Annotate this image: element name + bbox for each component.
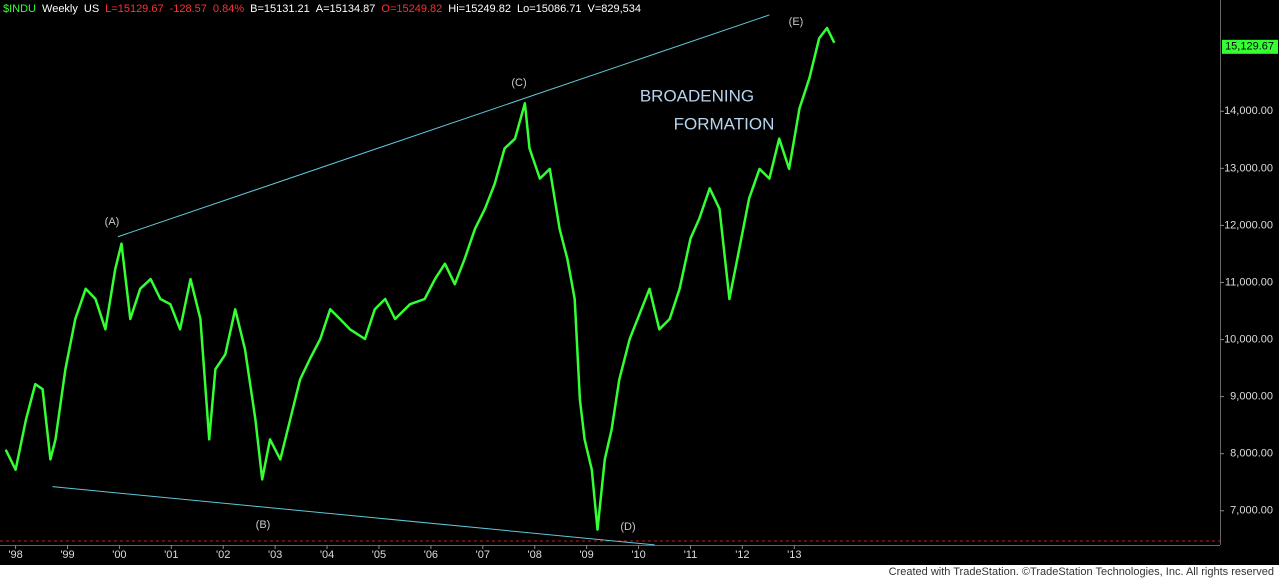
y-tick-label: 10,000.00 [1224, 333, 1273, 345]
x-tick-label: '99 [60, 549, 74, 561]
last-price-box [1222, 39, 1278, 54]
x-tick-label: '13 [787, 549, 801, 561]
header-item: O=15249.82 [381, 3, 442, 15]
pattern-label: FORMATION [674, 114, 775, 133]
x-tick-label: '12 [735, 549, 749, 561]
x-tick-label: '07 [476, 549, 490, 561]
wave-label: (C) [511, 77, 526, 89]
wave-label: (B) [256, 519, 271, 531]
wave-label: (A) [105, 216, 120, 228]
header-item: V=829,534 [588, 3, 642, 15]
x-tick-label: '11 [684, 549, 698, 561]
header-item: A=15134.87 [316, 3, 376, 15]
y-tick-label: 13,000.00 [1224, 162, 1273, 174]
x-tick-label: '10 [631, 549, 645, 561]
x-tick-label: '05 [372, 549, 386, 561]
y-tick-label: 8,000.00 [1230, 448, 1273, 460]
header-item: Hi=15249.82 [448, 3, 511, 15]
x-tick-label: '01 [164, 549, 178, 561]
y-tick-label: 9,000.00 [1230, 391, 1273, 403]
wave-label: (E) [789, 16, 804, 28]
header-item: B=15131.21 [250, 3, 310, 15]
x-tick-label: '00 [112, 549, 126, 561]
y-tick-label: 14,000.00 [1224, 105, 1273, 117]
header-item: 0.84% [213, 3, 244, 15]
footer: Created with TradeStation. ©TradeStation… [889, 566, 1274, 578]
price-line [4, 26, 836, 531]
y-tick-label: 11,000.00 [1225, 276, 1273, 288]
x-tick-label: '03 [268, 549, 282, 561]
x-tick-label: '08 [528, 549, 542, 561]
y-tick-label: 7,000.00 [1230, 505, 1273, 517]
y-tick-label: 12,000.00 [1224, 219, 1273, 231]
x-tick-label: '98 [8, 549, 22, 561]
x-tick-label: '02 [216, 549, 230, 561]
trendline [117, 14, 770, 238]
last-price-label: 15,129.67 [1225, 41, 1274, 53]
x-tick-label: '04 [320, 549, 334, 561]
header-item: US [84, 3, 99, 15]
background [0, 0, 1279, 565]
header-item: $INDU [3, 3, 36, 15]
pattern-label: BROADENING [640, 86, 754, 105]
header-item: L=15129.67 [105, 3, 163, 15]
footer-bar [0, 565, 1279, 578]
trendline [52, 486, 655, 546]
wave-label: (D) [620, 521, 635, 533]
header-item: -128.57 [170, 3, 207, 15]
x-tick-label: '06 [424, 549, 438, 561]
x-tick-label: '09 [579, 549, 593, 561]
header-item: Lo=15086.71 [517, 3, 582, 15]
header-item: Weekly [42, 3, 78, 15]
